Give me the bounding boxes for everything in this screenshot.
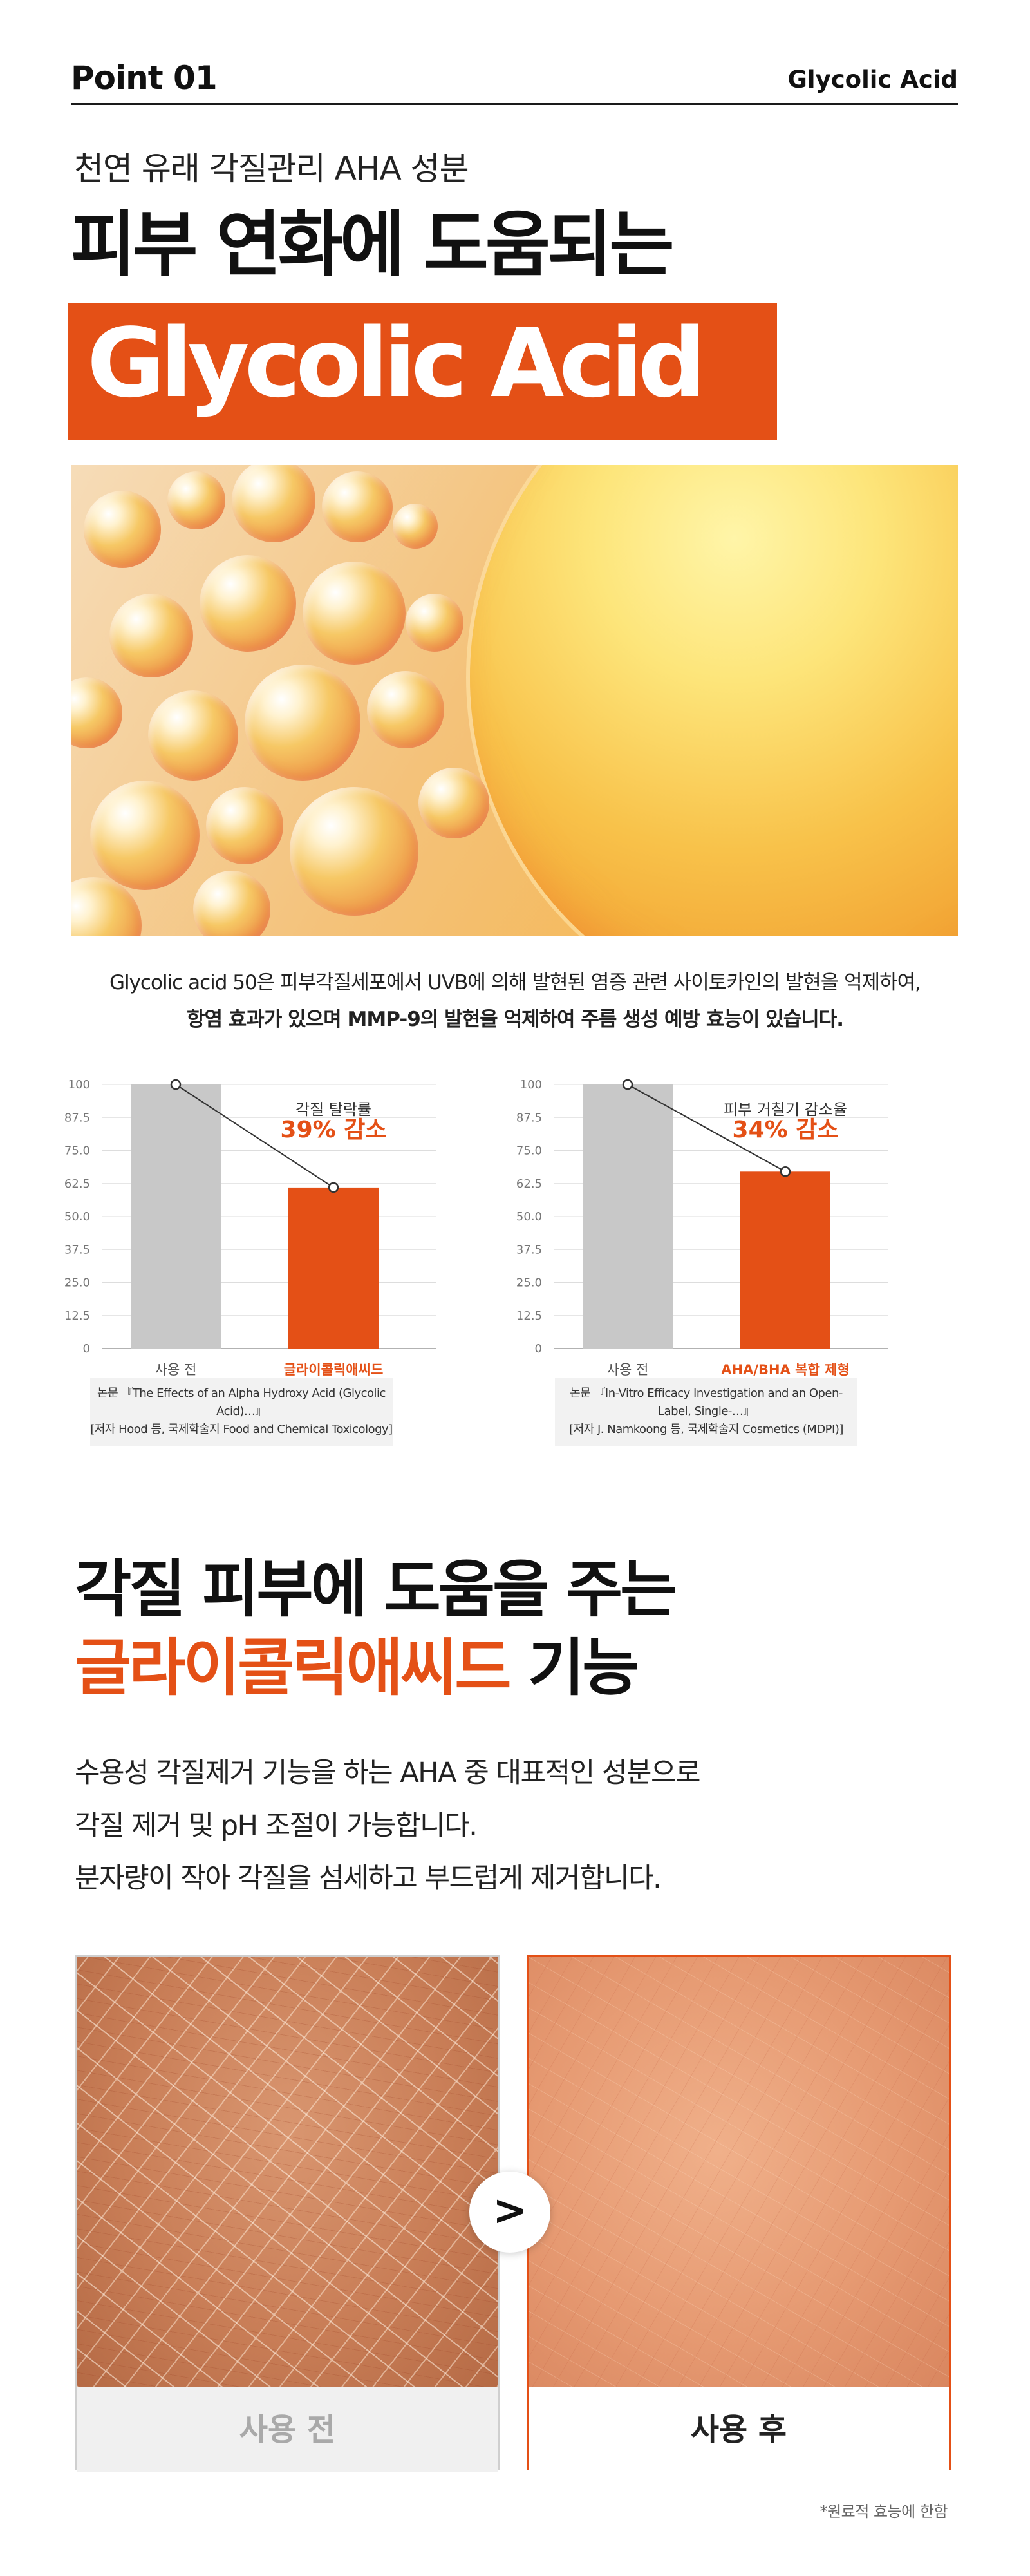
after-label: 사용 후 xyxy=(529,2387,949,2472)
bar xyxy=(131,1084,221,1349)
y-tick-label: 37.5 xyxy=(516,1243,542,1256)
chart-source-2: 논문 『In-Vitro Efficacy Investigation and … xyxy=(555,1378,857,1446)
source-author: [저자 Hood 등, 국제학술지 Food and Chemical Toxi… xyxy=(90,1422,393,1436)
y-tick-label: 100 xyxy=(68,1078,90,1092)
before-panel: 사용 전 xyxy=(75,1955,500,2472)
chart-svg: 0 12.5 25.0 37.5 50.0 62.5 75.0 87.5 100 사용 전 AHA/… xyxy=(516,1078,888,1378)
y-tick-label: 12.5 xyxy=(516,1309,542,1323)
annotation-label: 각질 탈락률 xyxy=(295,1101,371,1119)
annotation-value: 39% 감소 xyxy=(281,1117,387,1143)
y-tick-label: 87.5 xyxy=(516,1111,542,1124)
chart-roughness-reduction: 0 12.5 25.0 37.5 50.0 62.5 75.0 87.5 100 사용 전 AHA/… xyxy=(502,1072,914,1406)
trend-line xyxy=(175,1084,334,1188)
bubble xyxy=(245,665,360,781)
y-tick-label: 0 xyxy=(83,1342,90,1356)
bubble xyxy=(200,555,296,652)
bubble xyxy=(393,504,438,549)
bar xyxy=(583,1084,673,1349)
y-tick-label: 87.5 xyxy=(64,1111,90,1124)
kicker-text: 천연 유래 각질관리 AHA 성분 xyxy=(74,150,469,187)
footnote: *원료적 효능에 한함 xyxy=(819,2503,948,2521)
y-tick-label: 62.5 xyxy=(516,1177,542,1191)
bubble xyxy=(367,671,444,748)
body-line-2: 각질 제거 및 pH 조절이 가능합니다. xyxy=(75,1810,478,1842)
bubble xyxy=(84,491,161,568)
bubble xyxy=(232,465,315,542)
source-title: 논문 『The Effects of an Alpha Hydroxy Acid… xyxy=(97,1387,386,1418)
chevron-right-icon: > xyxy=(469,2172,550,2253)
bubble xyxy=(418,768,489,838)
y-tick-label: 62.5 xyxy=(64,1177,90,1191)
bubble xyxy=(303,562,406,665)
section-title-line-2: 글라이콜릭애씨드 기능 xyxy=(75,1618,639,1707)
bubble xyxy=(90,781,200,890)
y-tick-label: 25.0 xyxy=(516,1276,542,1290)
before-skin-photo xyxy=(77,1957,498,2387)
bar xyxy=(740,1171,830,1349)
section-title-line-1: 각질 피부에 도움을 주는 xyxy=(75,1553,677,1625)
body-line-1: 수용성 각질제거 기능을 하는 AHA 중 대표적인 성분으로 xyxy=(75,1757,701,1789)
large-bubble xyxy=(470,465,958,936)
ingredient-tag: Glycolic Acid xyxy=(787,66,958,93)
body-line-3: 분자량이 작아 각질을 섬세하고 부드럽게 제거합니다. xyxy=(75,1862,662,1895)
y-tick-label: 50.0 xyxy=(516,1210,542,1224)
source-title: 논문 『In-Vitro Efficacy Investigation and … xyxy=(570,1387,843,1418)
x-category-label: AHA/BHA 복합 제형 xyxy=(721,1362,850,1378)
bubble xyxy=(167,471,225,529)
chart-exfoliation-rate: 0 12.5 25.0 37.5 50.0 62.5 75.0 87.5 100 사용 전 글라이콜… xyxy=(50,1072,462,1406)
description-line-1: Glycolic acid 50은 피부각질세포에서 UVB에 의해 발현된 염… xyxy=(109,971,921,994)
bubble xyxy=(322,471,393,542)
ingredient-band xyxy=(68,303,777,440)
point-number: Point 01 xyxy=(71,59,218,97)
chart-svg: 0 12.5 25.0 37.5 50.0 62.5 75.0 87.5 100 사용 전 글라이콜… xyxy=(64,1078,436,1378)
x-category-label: 사용 전 xyxy=(607,1362,649,1378)
bubble xyxy=(71,677,122,748)
data-point xyxy=(622,1079,633,1090)
after-panel: 사용 후 xyxy=(527,1955,951,2472)
bubble xyxy=(206,787,283,864)
data-point xyxy=(328,1182,339,1193)
y-tick-label: 100 xyxy=(520,1078,542,1092)
source-author: [저자 J. Namkoong 등, 국제학술지 Cosmetics (MDPI… xyxy=(569,1422,843,1436)
description-line-2: 항염 효과가 있으며 MMP-9의 발현을 억제하여 주름 생성 예방 효능이 … xyxy=(186,1008,844,1031)
x-category-label: 사용 전 xyxy=(155,1362,197,1378)
header-divider xyxy=(71,103,958,105)
after-skin-photo xyxy=(529,1957,949,2387)
bubble xyxy=(406,594,464,652)
oil-bubbles-image xyxy=(71,465,958,936)
y-tick-label: 75.0 xyxy=(64,1144,90,1158)
ingredient-band-text: Glycolic Acid xyxy=(87,308,706,419)
bubble xyxy=(290,787,418,916)
bubble xyxy=(109,594,193,677)
y-tick-label: 50.0 xyxy=(64,1210,90,1224)
chart-source-1: 논문 『The Effects of an Alpha Hydroxy Acid… xyxy=(90,1378,393,1446)
bubble xyxy=(193,871,270,936)
x-category-label: 글라이콜릭애씨드 xyxy=(284,1362,384,1378)
section-title-rest: 기능 xyxy=(509,1632,639,1704)
bar xyxy=(288,1187,379,1349)
section-title-accent: 글라이콜릭애씨드 xyxy=(75,1632,512,1704)
annotation-label: 피부 거칠기 감소율 xyxy=(724,1101,847,1119)
page-headline: 피부 연화에 도움되는 xyxy=(71,204,674,286)
y-tick-label: 25.0 xyxy=(64,1276,90,1290)
data-point xyxy=(780,1166,791,1177)
before-label: 사용 전 xyxy=(77,2387,498,2472)
y-tick-label: 0 xyxy=(535,1342,542,1356)
annotation-value: 34% 감소 xyxy=(733,1117,839,1143)
bubble xyxy=(148,690,238,781)
trend-line xyxy=(627,1084,786,1173)
y-tick-label: 37.5 xyxy=(64,1243,90,1256)
y-tick-label: 12.5 xyxy=(64,1309,90,1323)
data-point xyxy=(170,1079,182,1090)
y-tick-label: 75.0 xyxy=(516,1144,542,1158)
